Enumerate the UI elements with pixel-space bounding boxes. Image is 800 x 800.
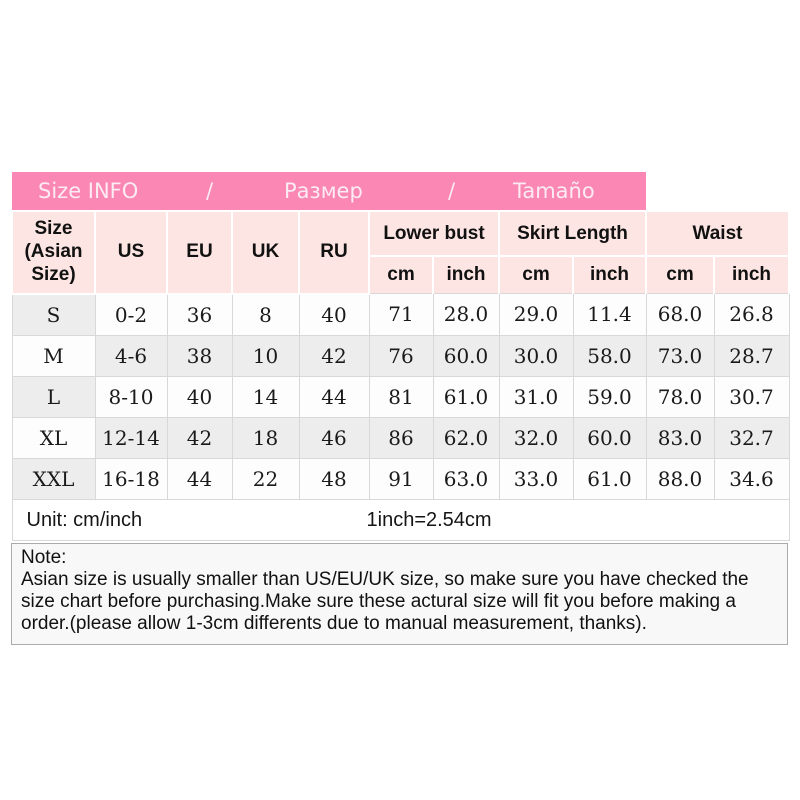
size-chart-container: Size INFO / Размер / Tamaño Size (Asian … — [11, 172, 790, 645]
conversion-label: 1inch=2.54cm — [366, 508, 492, 531]
data-cell: 73.0 — [645, 334, 715, 377]
unit-header-bust-inch: inch — [432, 255, 500, 294]
data-cell: 68.0 — [645, 293, 715, 336]
data-cell: 60.0 — [432, 334, 500, 377]
data-cell: 38 — [166, 334, 233, 377]
unit-header-waist-cm: cm — [645, 255, 715, 294]
data-cell: 32.7 — [713, 416, 790, 459]
data-cell: 86 — [368, 416, 434, 459]
banner-separator: / — [206, 179, 214, 203]
data-cell: 28.0 — [432, 293, 500, 336]
data-cell: 62.0 — [432, 416, 500, 459]
data-cell: 0-2 — [94, 293, 168, 336]
data-cell: 14 — [231, 375, 300, 418]
data-cell: 28.7 — [713, 334, 790, 377]
note-title: Note: — [21, 546, 67, 568]
size-label-cell: XL — [11, 416, 96, 459]
table-row-xxl: XXL 16-18 44 22 48 91 63.0 33.0 61.0 88.… — [11, 457, 790, 500]
data-cell: 63.0 — [432, 457, 500, 500]
data-cell: 26.8 — [713, 293, 790, 336]
data-cell: 44 — [166, 457, 233, 500]
unit-header-skirt-inch: inch — [572, 255, 647, 294]
unit-header-skirt-cm: cm — [498, 255, 574, 294]
banner-text-size-info: Size INFO — [38, 179, 139, 203]
data-cell: 81 — [368, 375, 434, 418]
group-header-waist: Waist — [645, 210, 790, 257]
note-body: Asian size is usually smaller than US/EU… — [21, 568, 749, 634]
data-cell: 48 — [298, 457, 370, 500]
data-cell: 61.0 — [572, 457, 647, 500]
data-cell: 60.0 — [572, 416, 647, 459]
size-label-cell: S — [11, 293, 96, 336]
size-label-cell: M — [11, 334, 96, 377]
unit-label: Unit: cm/inch — [26, 508, 143, 531]
data-cell: 16-18 — [94, 457, 168, 500]
unit-header-bust-cm: cm — [368, 255, 434, 294]
group-header-lower-bust: Lower bust — [368, 210, 500, 257]
column-header-uk: UK — [231, 210, 300, 295]
data-cell: 58.0 — [572, 334, 647, 377]
footer-unit-row: Unit: cm/inch 1inch=2.54cm — [11, 498, 790, 541]
data-cell: 42 — [298, 334, 370, 377]
data-cell: 8-10 — [94, 375, 168, 418]
data-cell: 40 — [166, 375, 233, 418]
header-units-row: cm inch cm inch cm inch — [12, 255, 790, 294]
column-header-eu: EU — [166, 210, 233, 295]
table-row-s: S 0-2 36 8 40 71 28.0 29.0 11.4 68.0 26.… — [11, 293, 790, 336]
data-cell: 40 — [298, 293, 370, 336]
data-cell: 91 — [368, 457, 434, 500]
size-label-cell: XXL — [11, 457, 96, 500]
data-cell: 36 — [166, 293, 233, 336]
banner-text-tamano: Tamaño — [513, 179, 595, 203]
data-cell: 46 — [298, 416, 370, 459]
banner-row: Size INFO / Размер / Tamaño — [12, 172, 789, 212]
data-cell: 44 — [298, 375, 370, 418]
data-cell: 8 — [231, 293, 300, 336]
data-cell: 22 — [231, 457, 300, 500]
data-cell: 42 — [166, 416, 233, 459]
data-cell: 30.0 — [498, 334, 574, 377]
data-cell: 4-6 — [94, 334, 168, 377]
size-chart-table: Size INFO / Размер / Tamaño Size (Asian … — [11, 172, 790, 541]
group-header-skirt-length: Skirt Length — [498, 210, 647, 257]
column-header-ru: RU — [298, 210, 370, 295]
data-cell: 18 — [231, 416, 300, 459]
table-row-m: M 4-6 38 10 42 76 60.0 30.0 58.0 73.0 28… — [11, 334, 790, 377]
data-cell: 59.0 — [572, 375, 647, 418]
data-cell: 76 — [368, 334, 434, 377]
data-cell: 78.0 — [645, 375, 715, 418]
data-cell: 11.4 — [572, 293, 647, 336]
data-cell: 71 — [368, 293, 434, 336]
size-info-banner: Size INFO / Размер / Tamaño — [12, 172, 646, 212]
size-label-cell: L — [11, 375, 96, 418]
data-cell: 34.6 — [713, 457, 790, 500]
data-cell: 61.0 — [432, 375, 500, 418]
unit-note-row: Unit: cm/inch 1inch=2.54cm — [11, 498, 790, 541]
banner-text-razmer: Размер — [284, 179, 363, 203]
data-cell: 29.0 — [498, 293, 574, 336]
data-cell: 31.0 — [498, 375, 574, 418]
unit-header-waist-inch: inch — [713, 255, 790, 294]
data-cell: 88.0 — [645, 457, 715, 500]
banner-separator-2: / — [448, 179, 456, 203]
data-cell: 83.0 — [645, 416, 715, 459]
table-row-xl: XL 12-14 42 18 46 86 62.0 32.0 60.0 83.0… — [11, 416, 790, 459]
data-cell: 10 — [231, 334, 300, 377]
banner-spacer — [646, 172, 789, 211]
data-cell: 12-14 — [94, 416, 168, 459]
corner-header-asian-size: Size (Asian Size) — [11, 210, 96, 295]
header-group-row: Size (Asian Size) US EU UK RU Lower bust… — [11, 210, 790, 295]
column-header-us: US — [94, 210, 168, 295]
data-cell: 33.0 — [498, 457, 574, 500]
data-cell: 30.7 — [713, 375, 790, 418]
data-cell: 32.0 — [498, 416, 574, 459]
table-row-l: L 8-10 40 14 44 81 61.0 31.0 59.0 78.0 3… — [11, 375, 790, 418]
note-box: Note: Asian size is usually smaller than… — [11, 542, 788, 645]
